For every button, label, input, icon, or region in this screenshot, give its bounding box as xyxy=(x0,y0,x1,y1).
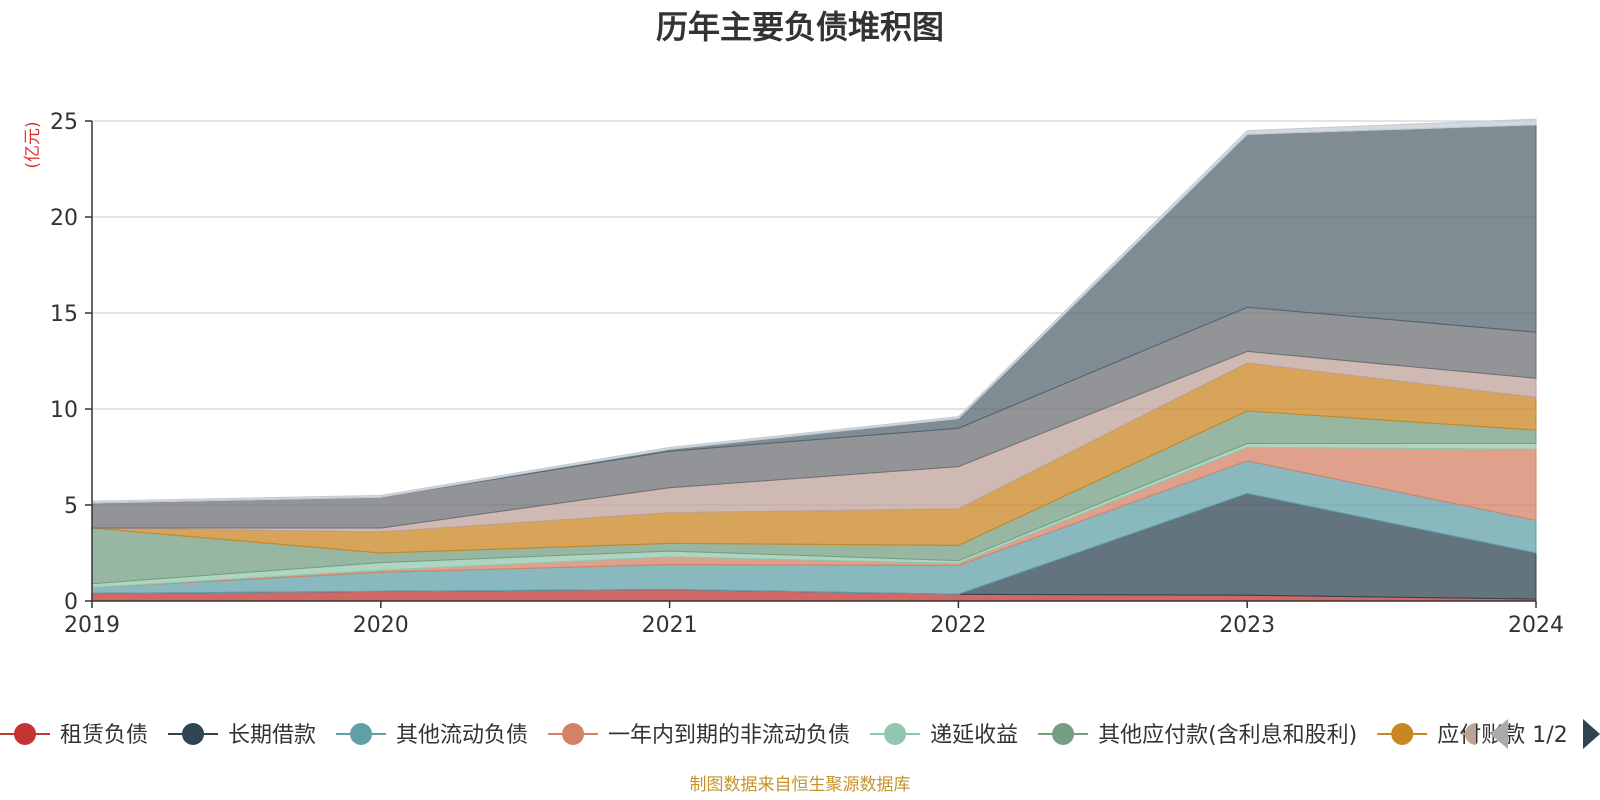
legend-item-label: 一年内到期的非流动负债 xyxy=(608,723,850,748)
legend-item-4[interactable]: 递延收益 xyxy=(870,723,1018,748)
legend-circle-marker xyxy=(14,723,36,745)
legend-item-overflow xyxy=(1462,723,1476,745)
x-tick-label: 2023 xyxy=(1219,613,1275,638)
legend-item-label: 应付账款 xyxy=(1437,723,1525,748)
x-tick-label: 2021 xyxy=(642,613,698,638)
x-tick-label: 2020 xyxy=(353,613,409,638)
legend: 租赁负债 长期借款 其他流动负债 一年内到期的非流动负债 递延收益 其他应付款(含利息和股… xyxy=(0,719,1600,749)
legend-item-0[interactable]: 租赁负债 xyxy=(0,723,148,748)
y-tick-label: 0 xyxy=(64,590,78,615)
legend-item-5[interactable]: 其他应付款(含利息和股利) xyxy=(1038,723,1357,748)
legend-item-6[interactable]: 应付账款 xyxy=(1377,723,1525,748)
legend-circle-marker xyxy=(350,723,373,745)
axes: 0 5 10 15 20 25 2019 2020 2021 2022 2023 2024 xyxy=(50,110,1564,638)
source-note: 制图数据来自恒生聚源数据库 xyxy=(690,775,911,795)
legend-page-indicator: 1/2 xyxy=(1532,723,1567,748)
legend-item-label: 租赁负债 xyxy=(60,723,148,748)
legend-item-label: 递延收益 xyxy=(930,723,1018,748)
stacked-areas xyxy=(91,118,1537,602)
y-axis-unit-label: (亿元) xyxy=(23,121,43,168)
y-tick-label: 25 xyxy=(50,110,78,135)
chart-title: 历年主要负债堆积图 xyxy=(656,8,944,46)
legend-circle-marker xyxy=(1391,723,1414,745)
area-series-10 xyxy=(91,118,1537,504)
x-tick-label: 2024 xyxy=(1508,613,1564,638)
legend-circle-marker xyxy=(1465,723,1476,745)
y-tick-label: 15 xyxy=(50,302,78,327)
legend-item-label: 其他应付款(含利息和股利) xyxy=(1098,723,1357,748)
x-tick-label: 2022 xyxy=(930,613,986,638)
legend-item-2[interactable]: 其他流动负债 xyxy=(336,723,528,748)
legend-circle-marker xyxy=(562,723,585,745)
legend-prev-icon[interactable] xyxy=(1490,719,1508,749)
x-tick-label: 2019 xyxy=(64,613,120,638)
legend-circle-marker xyxy=(884,723,907,745)
legend-item-label: 长期借款 xyxy=(228,723,316,748)
legend-item-3[interactable]: 一年内到期的非流动负债 xyxy=(548,723,850,748)
legend-item-1[interactable]: 长期借款 xyxy=(168,723,316,748)
legend-circle-marker xyxy=(182,723,205,745)
y-tick-label: 20 xyxy=(50,206,78,231)
y-tick-label: 5 xyxy=(64,494,78,519)
legend-next-icon[interactable] xyxy=(1583,719,1600,749)
legend-circle-marker xyxy=(1052,723,1075,745)
legend-pager: 1/2 xyxy=(1490,719,1600,749)
legend-item-label: 其他流动负债 xyxy=(396,723,528,748)
y-tick-label: 10 xyxy=(50,398,78,423)
